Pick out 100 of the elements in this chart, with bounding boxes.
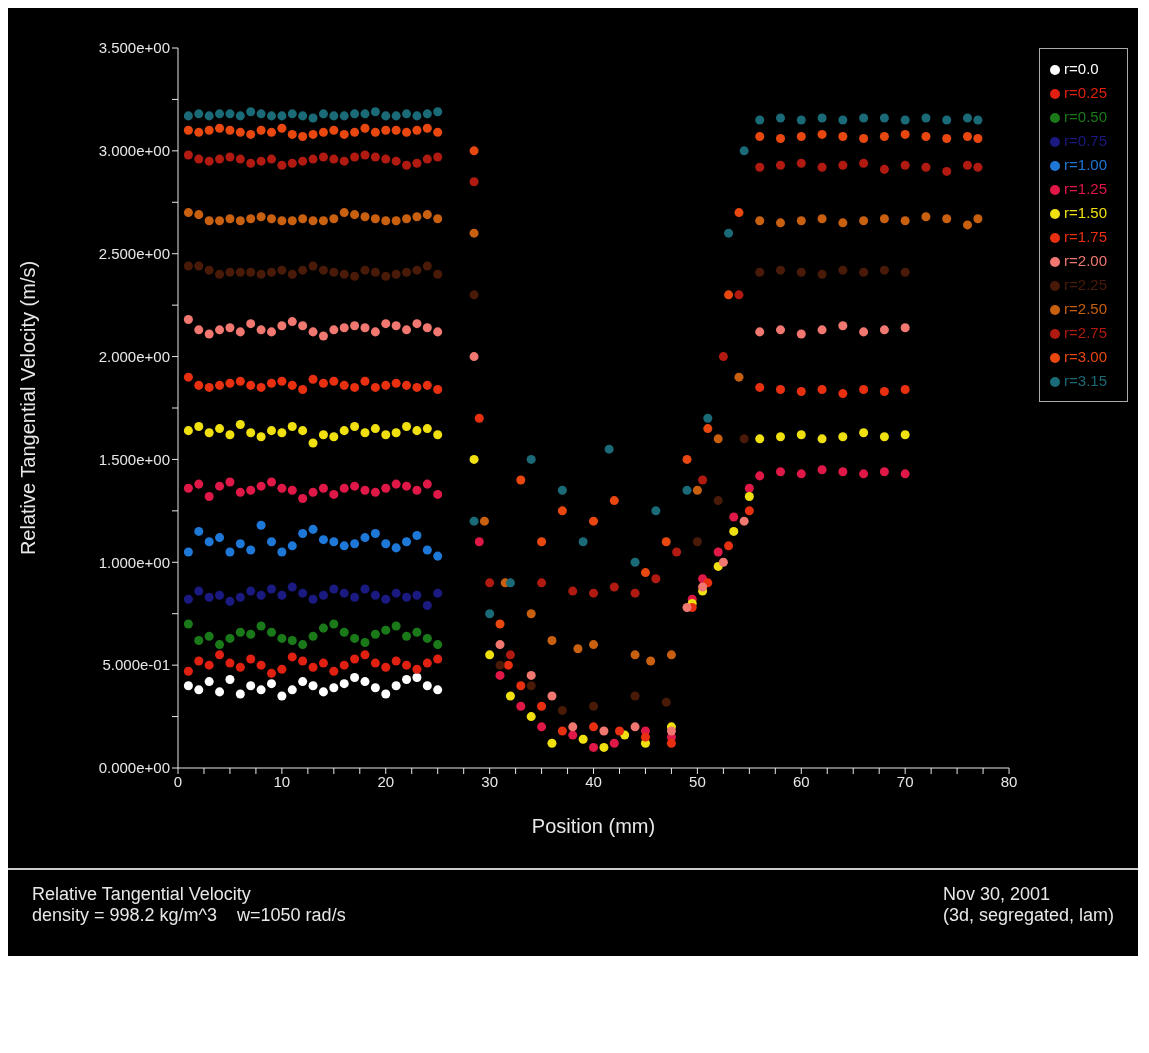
point [298, 265, 308, 275]
point [609, 582, 619, 592]
point [973, 214, 983, 224]
point [391, 111, 401, 121]
point [183, 619, 193, 629]
point [215, 269, 225, 279]
point [900, 129, 910, 139]
point [381, 539, 391, 549]
point [308, 487, 318, 497]
point [194, 479, 204, 489]
x-tick-label: 30 [481, 772, 498, 790]
point [796, 329, 806, 339]
point [360, 638, 370, 648]
point [225, 547, 235, 557]
point [433, 489, 443, 499]
point [495, 660, 505, 670]
point [422, 600, 432, 610]
point [204, 677, 214, 687]
x-tick-label: 40 [585, 772, 602, 790]
point [308, 438, 318, 448]
point [962, 131, 973, 141]
point [183, 426, 193, 436]
point [256, 660, 266, 670]
point [630, 557, 640, 567]
point [370, 127, 380, 137]
point [370, 528, 380, 538]
point [308, 524, 318, 534]
point [256, 109, 266, 119]
point [204, 428, 214, 438]
point [485, 650, 495, 660]
legend-label: r=2.00 [1064, 252, 1107, 269]
point [318, 483, 328, 493]
point [713, 434, 723, 444]
point [360, 533, 370, 543]
point [796, 469, 806, 479]
point [589, 640, 599, 650]
point [796, 267, 806, 277]
point [900, 216, 910, 226]
point [703, 424, 713, 434]
point [547, 691, 557, 701]
point [246, 214, 256, 224]
point [339, 627, 349, 637]
point [350, 321, 360, 331]
point [235, 419, 245, 429]
point [962, 160, 973, 170]
point [318, 378, 328, 388]
point [859, 113, 869, 123]
point [859, 428, 869, 438]
point [298, 214, 308, 224]
x-tick-label: 20 [377, 772, 395, 790]
point [433, 551, 443, 561]
x-tick-label: 80 [1000, 772, 1018, 790]
point [734, 290, 744, 300]
point [266, 477, 277, 487]
point [235, 127, 245, 137]
point [308, 594, 318, 604]
point [277, 160, 287, 170]
point [277, 321, 287, 331]
legend-label: r=1.00 [1064, 156, 1107, 173]
point [755, 162, 765, 172]
point [433, 107, 443, 117]
point [412, 319, 422, 329]
point [838, 115, 848, 125]
text: (3d, segregated, lam) [942, 905, 1114, 926]
point [215, 154, 225, 164]
point [277, 664, 287, 674]
point [391, 681, 401, 691]
point [256, 269, 266, 279]
point [350, 109, 360, 119]
y-tick-label: 3.500e+00 [98, 39, 170, 57]
point [256, 382, 266, 392]
point [350, 422, 360, 432]
point [287, 685, 297, 695]
point [215, 687, 225, 697]
point [256, 621, 266, 631]
point [215, 650, 225, 660]
point [183, 150, 193, 160]
point [775, 113, 786, 123]
point [329, 619, 339, 629]
point [724, 541, 734, 551]
point [879, 164, 889, 174]
point [350, 127, 360, 137]
point [651, 574, 661, 584]
point [287, 216, 297, 226]
point [318, 658, 328, 668]
point [215, 216, 225, 226]
point [329, 666, 339, 676]
point [266, 668, 277, 678]
point [391, 269, 401, 279]
point [433, 685, 443, 695]
point [402, 127, 412, 137]
point [589, 701, 599, 711]
y-tick-label: 2.500e+00 [98, 245, 170, 263]
point [796, 430, 806, 440]
point [422, 154, 432, 164]
point [360, 323, 370, 333]
point [734, 208, 744, 218]
point [266, 111, 277, 121]
point [739, 146, 749, 156]
point [433, 327, 443, 337]
